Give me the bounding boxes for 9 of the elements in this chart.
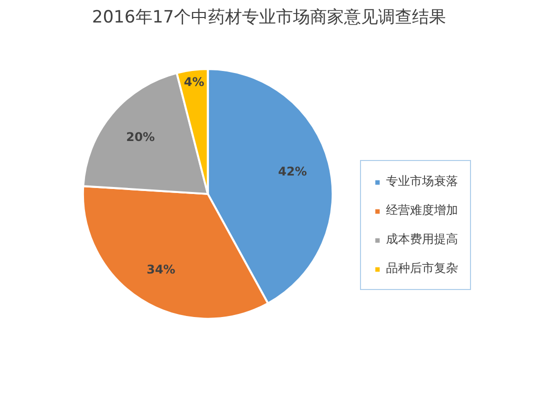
legend-label: 品种后市复杂 [386,260,458,277]
chart-title: 2016年17个中药材专业市场商家意见调查结果 [92,8,446,28]
data-label: 20% [126,130,155,144]
data-label: 4% [184,75,204,90]
legend-label: 专业市场衰落 [386,173,458,190]
legend-label: 成本费用提高 [386,231,458,248]
data-label: 34% [146,262,176,277]
data-label: 42% [278,164,307,179]
legend-label: 经营难度增加 [386,202,458,219]
